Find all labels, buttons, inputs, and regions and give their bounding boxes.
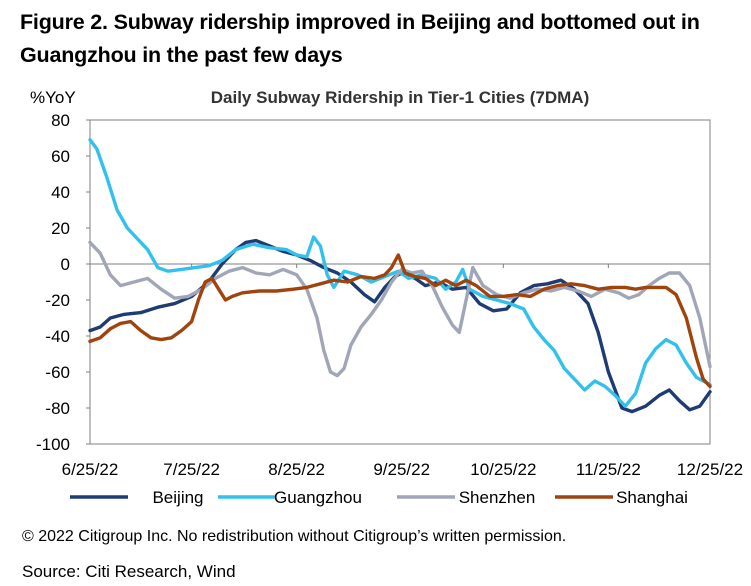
y-tick-label: -80 — [45, 399, 70, 418]
chart-series-lines — [88, 138, 712, 414]
figure-title: Figure 2. Subway ridership improved in B… — [20, 10, 700, 67]
y-tick-label: -100 — [36, 435, 70, 454]
y-tick-label: 20 — [51, 219, 70, 238]
legend-label-shenzhen: Shenzhen — [459, 488, 536, 507]
y-tick-label: 40 — [51, 183, 70, 202]
chart-legend: Beijing Guangzhou Shenzhen Shanghai — [70, 488, 688, 507]
chart-title: Daily Subway Ridership in Tier-1 Cities … — [210, 88, 590, 107]
legend-label-shanghai: Shanghai — [616, 488, 688, 507]
series-line-guangzhou — [88, 138, 712, 408]
y-tick-label: -40 — [45, 327, 70, 346]
legend-label-beijing: Beijing — [152, 488, 203, 507]
x-tick-label: 9/25/22 — [373, 460, 430, 479]
y-tick-label: 60 — [51, 147, 70, 166]
x-tick-label: 7/25/22 — [163, 460, 220, 479]
x-tick-label: 6/25/22 — [62, 460, 119, 479]
copyright-notice: © 2022 Citigroup Inc. No redistribution … — [22, 528, 567, 545]
y-tick-label: -20 — [45, 291, 70, 310]
series-line-shenzhen — [88, 240, 712, 378]
y-tick-label: 0 — [61, 255, 70, 274]
line-chart: 80 60 40 20 0 -20 -40 -60 -80 -100 6/25/22 7/25/22 8… — [36, 111, 743, 507]
legend-label-guangzhou: Guangzhou — [274, 488, 362, 507]
x-tick-label: 8/25/22 — [268, 460, 325, 479]
series-line-shanghai — [88, 253, 712, 389]
plot-frame — [89, 119, 711, 445]
x-tick-label: 12/25/22 — [677, 460, 743, 479]
x-tick-label: 10/25/22 — [470, 460, 536, 479]
x-tick-label: 11/25/22 — [576, 460, 641, 479]
y-tick-label: 80 — [51, 111, 70, 130]
y-axis-label: %YoY — [30, 88, 76, 107]
source-note: Source: Citi Research, Wind — [22, 562, 236, 581]
series-line-beijing — [88, 238, 712, 414]
y-tick-label: -60 — [45, 363, 70, 382]
